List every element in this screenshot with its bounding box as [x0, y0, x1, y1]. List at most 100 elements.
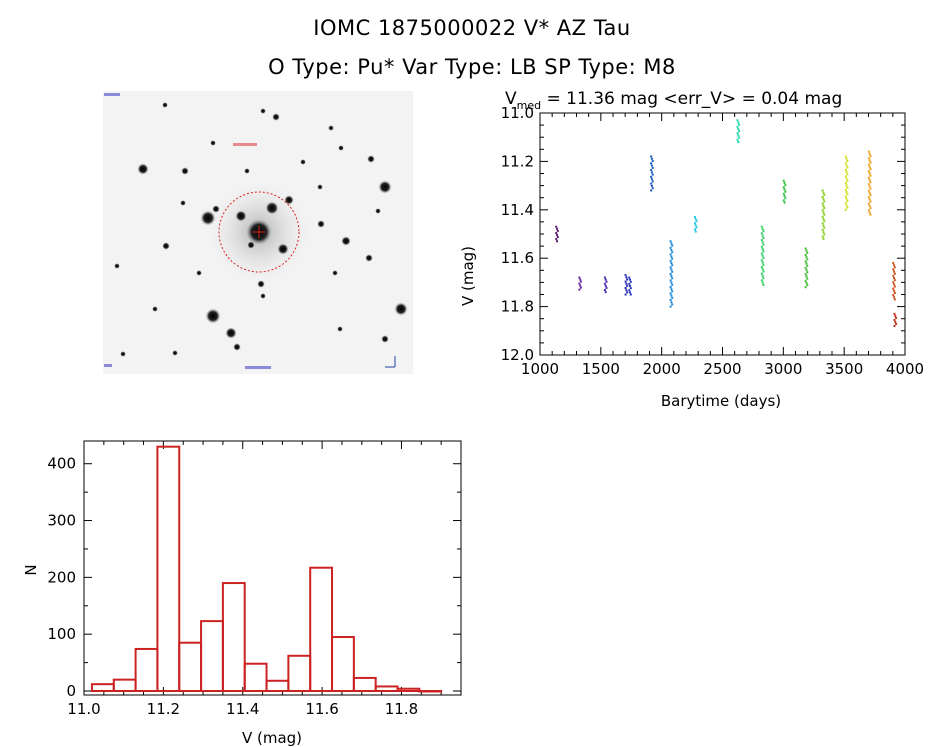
data-point — [893, 324, 896, 327]
data-point — [629, 278, 632, 281]
data-point — [823, 207, 826, 210]
y-tick-label: 11.6 — [501, 249, 534, 267]
data-point — [893, 270, 896, 273]
data-point — [650, 162, 653, 165]
data-point — [556, 234, 559, 237]
data-point — [556, 229, 559, 232]
data-point-group — [844, 155, 849, 211]
data-point — [624, 287, 627, 290]
data-point — [671, 277, 674, 280]
data-point — [823, 233, 826, 236]
data-point — [893, 312, 896, 315]
page-title: IOMC 1875000022 V* AZ Tau — [313, 16, 631, 40]
data-point — [604, 278, 607, 281]
data-point — [651, 187, 654, 190]
data-point — [624, 274, 627, 277]
data-point — [846, 173, 849, 176]
histogram-bar — [178, 641, 203, 692]
data-point — [671, 270, 674, 273]
data-point — [760, 245, 763, 248]
data-point — [821, 222, 824, 225]
data-point — [821, 209, 824, 212]
data-point-group — [893, 312, 898, 327]
data-point — [804, 253, 807, 256]
data-point — [579, 286, 582, 289]
y-tick-label: 0 — [66, 682, 76, 700]
histogram-bar — [156, 445, 181, 692]
data-point — [893, 279, 896, 282]
data-point — [844, 168, 847, 171]
data-point — [605, 280, 608, 283]
data-point — [556, 236, 559, 239]
data-point — [670, 255, 673, 258]
data-point — [821, 229, 824, 232]
data-point — [579, 278, 582, 281]
x-axis-label: V (mag) — [242, 729, 302, 747]
data-point — [694, 224, 697, 227]
title-subscript: med — [517, 99, 541, 112]
page-subtitle: O Type: Pu* Var Type: LB SP Type: M8 — [268, 55, 676, 79]
data-point-group — [693, 216, 698, 233]
data-point — [782, 199, 785, 202]
data-point — [783, 181, 786, 184]
data-point — [671, 296, 674, 299]
data-point — [822, 198, 825, 201]
data-point — [822, 237, 825, 240]
data-point — [624, 280, 627, 283]
data-point — [626, 278, 629, 281]
data-point — [895, 322, 898, 325]
data-point — [845, 171, 848, 174]
data-point — [760, 259, 763, 262]
data-point — [845, 184, 848, 187]
data-point — [669, 285, 672, 288]
data-point — [650, 169, 653, 172]
data-point — [624, 293, 627, 296]
data-point-group — [603, 276, 608, 294]
data-point — [669, 259, 672, 262]
data-point — [669, 292, 672, 295]
data-point — [671, 244, 674, 247]
data-point — [892, 287, 895, 290]
data-point — [804, 279, 807, 282]
histogram-bar — [243, 662, 268, 693]
compass-icon — [385, 356, 396, 368]
data-point — [846, 186, 849, 189]
data-point — [671, 290, 674, 293]
data-point — [822, 204, 825, 207]
data-point — [670, 294, 673, 297]
data-point — [650, 157, 653, 160]
data-point — [867, 150, 870, 153]
y-tick-label: 200 — [47, 568, 76, 586]
histogram-bar — [374, 685, 399, 693]
sky-image — [103, 91, 413, 374]
data-point — [670, 242, 673, 245]
data-point — [626, 284, 629, 287]
data-point — [784, 197, 787, 200]
data-point — [650, 189, 653, 192]
histogram-bar — [309, 566, 334, 692]
data-point — [761, 248, 764, 251]
data-point — [760, 272, 763, 275]
data-point — [651, 160, 654, 163]
data-point — [782, 186, 785, 189]
x-tick-label: 4000 — [886, 360, 924, 378]
data-point — [650, 164, 653, 167]
data-point — [604, 284, 607, 287]
data-point — [695, 226, 698, 229]
data-point — [892, 268, 895, 271]
data-point — [625, 289, 628, 292]
data-point-group — [804, 247, 809, 289]
data-point — [893, 266, 896, 269]
data-point-group — [628, 276, 632, 296]
data-point — [629, 287, 632, 290]
data-point — [736, 132, 739, 135]
data-point — [868, 211, 871, 214]
data-point — [822, 224, 825, 227]
data-point — [782, 179, 785, 182]
data-point — [762, 236, 765, 239]
data-point — [651, 173, 654, 176]
y-tick-label: 100 — [47, 625, 76, 643]
data-point — [867, 163, 870, 166]
light-curve-chart: Vmed = 11.36 mag <err_V> = 0.04 mag 1000… — [459, 89, 924, 410]
data-point — [670, 268, 673, 271]
